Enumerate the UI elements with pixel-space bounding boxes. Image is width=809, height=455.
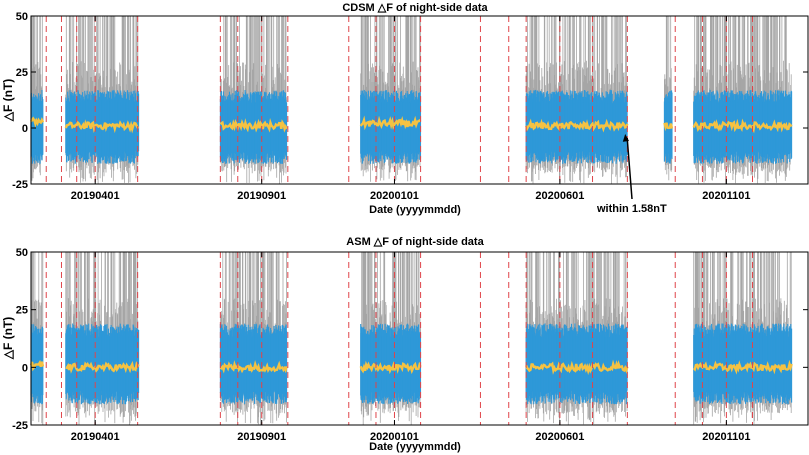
asm-mean-line <box>692 359 793 375</box>
cdsm-xtick-label: 20190901 <box>237 190 286 202</box>
asm-mean-line <box>219 359 288 374</box>
cdsm-ytick-label: 0 <box>22 123 28 135</box>
cdsm-panel-title: CDSM △F of night-side data <box>342 2 488 14</box>
asm-mean-line <box>524 359 629 376</box>
asm-ytick-label: -25 <box>12 420 28 432</box>
cdsm-annotation-text: within 1.58nT <box>596 203 667 215</box>
cdsm-ytick-label: 50 <box>16 11 28 23</box>
cdsm-plot-area <box>30 16 793 184</box>
asm-panel-title: ASM △F of night-side data <box>346 236 484 248</box>
annotation-arrowhead <box>622 134 629 142</box>
cdsm-xtick-label: 20200101 <box>370 190 419 202</box>
cdsm-xtick-label: 20200601 <box>535 190 584 202</box>
asm-mean-line <box>359 360 422 375</box>
asm-xtick-label: 20200101 <box>370 431 419 443</box>
asm-ytick-label: 50 <box>16 247 28 259</box>
cdsm-panel: CDSM △F of night-side data Date (yyyymmd… <box>1 2 809 216</box>
cdsm-mean-line <box>663 122 674 132</box>
cdsm-y-axis-label: △F (nT) <box>1 79 15 123</box>
asm-panel: ASM △F of night-side data Date (yyyymmdd… <box>1 236 809 453</box>
asm-xtick-label: 20190401 <box>71 431 120 443</box>
cdsm-mean-line <box>64 119 140 134</box>
cdsm-xtick-label: 20201101 <box>702 190 750 202</box>
cdsm-mean-line <box>692 118 793 134</box>
asm-xtick-label: 20201101 <box>702 431 750 443</box>
asm-mean-line <box>65 360 140 374</box>
asm-y-axis-label: △F (nT) <box>1 317 15 361</box>
cdsm-ytick-label: -25 <box>12 179 28 191</box>
asm-xtick-label: 20190901 <box>237 431 286 443</box>
asm-ytick-label: 25 <box>16 305 28 317</box>
cdsm-x-axis-label: Date (yyyymmdd) <box>369 204 461 216</box>
cdsm-xtick-label: 20190401 <box>71 190 120 202</box>
asm-xtick-label: 20200601 <box>535 431 584 443</box>
cdsm-mean-line <box>525 118 629 133</box>
cdsm-mean-line <box>219 118 288 133</box>
asm-axes-box <box>30 251 809 426</box>
cdsm-mean-line <box>359 115 422 131</box>
annotation-arrow <box>626 137 633 200</box>
asm-plot-area <box>29 252 793 425</box>
asm-ytick-label: 0 <box>22 362 28 374</box>
cdsm-axes-box <box>30 15 809 185</box>
cdsm-ytick-label: 25 <box>16 67 28 79</box>
asm-x-axis-label: Date (yyyymmdd) <box>369 441 461 453</box>
cdsm-mean-line <box>30 116 45 128</box>
